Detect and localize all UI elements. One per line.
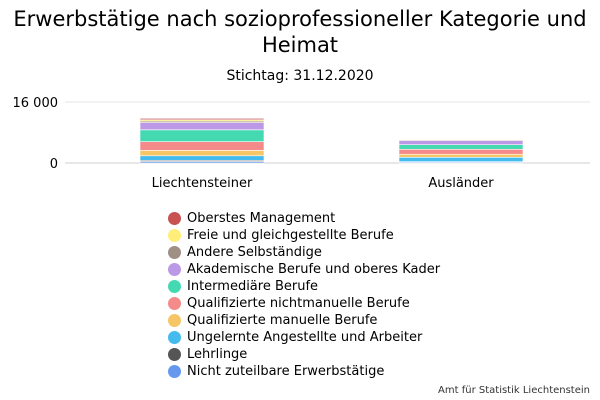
legend-swatch-icon <box>168 331 181 344</box>
bar-segment[interactable]: Intermediäre Berufe: 1200 <box>398 144 524 150</box>
legend-item[interactable]: Freie und gleichgestellte Berufe <box>168 227 440 244</box>
legend-item[interactable]: Lehrlinge <box>168 346 440 363</box>
bar-segment[interactable]: Intermediäre Berufe: 3100 <box>139 129 265 142</box>
legend-label: Nicht zuteilbare Erwerbstätige <box>187 364 385 379</box>
legend-item[interactable]: Intermediäre Berufe <box>168 278 440 295</box>
bar-segment[interactable]: Akademische Berufe und oberes Kader: 190… <box>139 122 265 131</box>
bar-segment[interactable]: Qualifizierte manuelle Berufe: 1400 <box>139 150 265 157</box>
legend-label: Qualifizierte nichtmanuelle Berufe <box>187 296 410 311</box>
legend-swatch-icon <box>168 297 181 310</box>
bar-segment[interactable]: Akademische Berufe und oberes Kader: 110… <box>398 140 524 146</box>
y-axis-ticks: 0 16 000 <box>13 96 59 172</box>
legend-label: Freie und gleichgestellte Berufe <box>187 228 394 243</box>
legend-swatch-icon <box>168 246 181 259</box>
chart-subtitle: Stichtag: 31.12.2020 <box>226 68 374 84</box>
x-category-label: Liechtensteiner <box>152 176 253 191</box>
legend-label: Intermediäre Berufe <box>187 279 319 294</box>
bars: Nicht zuteilbare Erwerbstätige: 400Lehrl… <box>139 118 524 164</box>
chart-title: Erwerbstätige nach sozioprofessioneller … <box>13 7 587 57</box>
bar-segment[interactable]: Ungelernte Angestellte und Arbeiter: 120… <box>139 155 265 161</box>
bar-segment[interactable]: Oberstes Management: 350 <box>139 118 265 121</box>
x-category-label: Ausländer <box>428 176 494 191</box>
bar-segment[interactable]: Qualifizierte nichtmanuelle Berufe: 2300 <box>139 141 265 151</box>
legend-swatch-icon <box>168 314 181 327</box>
legend-item[interactable]: Ungelernte Angestellte und Arbeiter <box>168 329 440 346</box>
legend-swatch-icon <box>168 365 181 378</box>
chart-legend: Oberstes Management Freie und gleichgeste… <box>168 210 440 380</box>
legend-swatch-icon <box>168 348 181 361</box>
bar-segment[interactable]: Ungelernte Angestellte und Arbeiter: 115… <box>398 156 524 162</box>
legend-label: Andere Selbständige <box>187 245 322 260</box>
legend-item[interactable]: Andere Selbständige <box>168 244 440 261</box>
legend-item[interactable]: Nicht zuteilbare Erwerbstätige <box>168 363 440 380</box>
bar-segment[interactable]: Qualifizierte nichtmanuelle Berufe: 1300 <box>398 148 524 155</box>
legend-item[interactable]: Oberstes Management <box>168 210 440 227</box>
legend-item[interactable]: Qualifizierte manuelle Berufe <box>168 312 440 329</box>
legend-swatch-icon <box>168 212 181 225</box>
bar-segment[interactable]: Qualifizierte manuelle Berufe: 800 <box>398 153 524 158</box>
x-axis-categories: Liechtensteiner Ausländer <box>152 176 495 191</box>
legend-label: Qualifizierte manuelle Berufe <box>187 313 378 328</box>
credits-text: Amt für Statistik Liechtenstein <box>438 385 590 396</box>
stacked-bar-chart: 0 16 000 Nicht zuteilbare Erwerbstätige: … <box>13 96 590 191</box>
legend-item[interactable]: Akademische Berufe und oberes Kader <box>168 261 440 278</box>
legend-label: Lehrlinge <box>187 347 248 362</box>
legend-swatch-icon <box>168 280 181 293</box>
legend-label: Oberstes Management <box>187 211 336 226</box>
legend-label: Ungelernte Angestellte und Arbeiter <box>187 330 423 345</box>
legend-swatch-icon <box>168 229 181 242</box>
legend-label: Akademische Berufe und oberes Kader <box>187 262 441 277</box>
legend-item[interactable]: Qualifizierte nichtmanuelle Berufe <box>168 295 440 312</box>
y-tick-label: 16 000 <box>13 96 59 111</box>
legend-swatch-icon <box>168 263 181 276</box>
y-tick-label: 0 <box>50 157 58 172</box>
bar-segment[interactable]: Oberstes Management: 150 <box>398 138 524 140</box>
